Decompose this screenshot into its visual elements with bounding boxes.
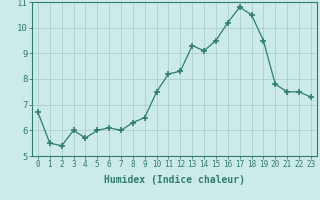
X-axis label: Humidex (Indice chaleur): Humidex (Indice chaleur)	[104, 175, 245, 185]
